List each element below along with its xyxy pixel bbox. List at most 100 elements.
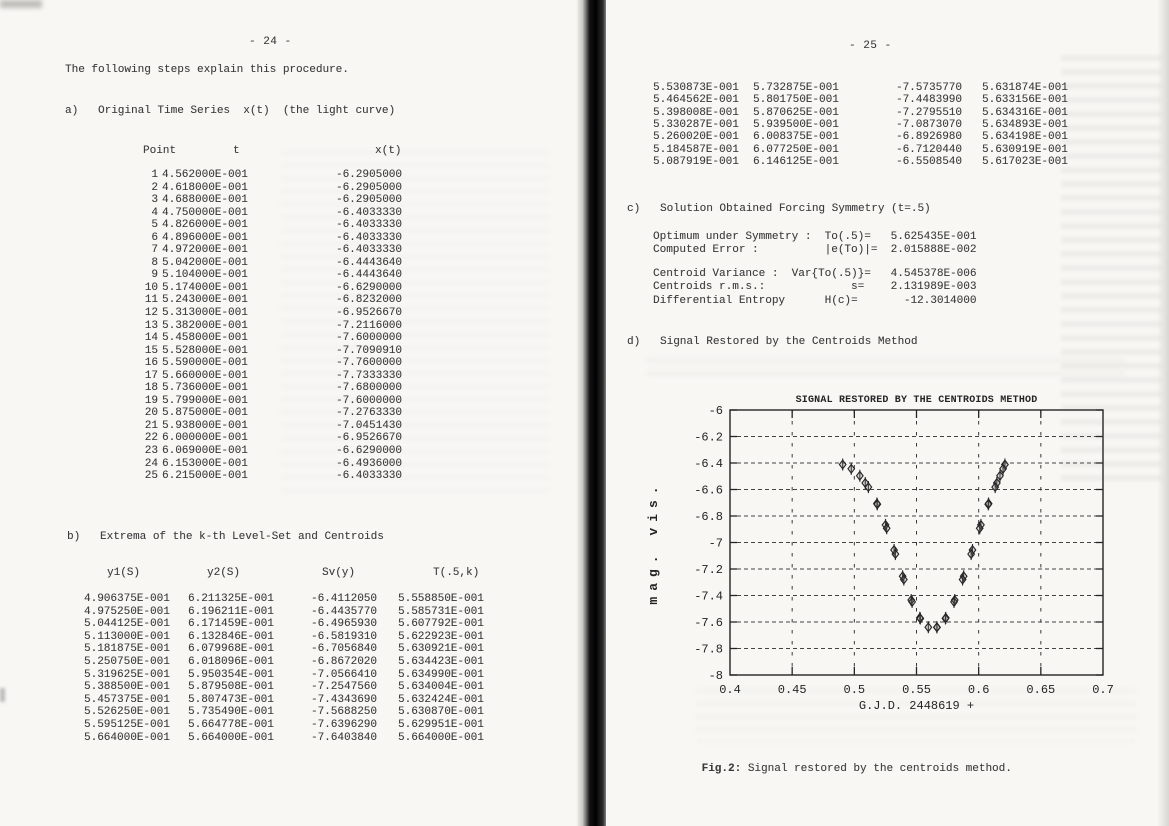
table-cell: 5.330287E-001: [653, 119, 739, 132]
data-point-marker: [899, 574, 908, 585]
table-cell: 2: [151, 181, 158, 194]
table-cell: -7.4483990: [895, 94, 962, 107]
svg-text:-7.8: -7.8: [694, 643, 723, 657]
table-row: 4.975250E-001 6.196211E-001 -6.4435770 5.58…: [84, 606, 498, 619]
data-point-marker: [950, 596, 959, 608]
svg-text:-6: -6: [709, 404, 723, 418]
table-cell: 5.634423E-001: [398, 655, 484, 668]
table-cell: 5.113000E-001: [84, 630, 170, 643]
table-row: 12 5.313000E-001 -6.9526670: [128, 307, 402, 320]
table-row: 14 5.458000E-001 -7.6000000: [128, 332, 402, 345]
table-cell: 5.398008E-001: [653, 106, 739, 119]
table-cell: -7.6403840: [310, 731, 377, 744]
table-cell: 4.688000E-001: [162, 194, 248, 207]
x-axis-label: G.J.D. 2448619 +: [859, 699, 974, 713]
table-cell: -6.4033330: [335, 244, 402, 257]
table-cell: 5.260020E-001: [653, 131, 739, 144]
table-row: 11 5.243000E-001 -6.8232000: [128, 294, 402, 307]
table-row: 16 5.590000E-001 -7.7600000: [128, 357, 402, 370]
y-axis-label: mag. vis.: [646, 480, 661, 604]
table-cell: 20: [144, 407, 158, 420]
data-point-marker: [958, 574, 967, 585]
table-cell: 15: [144, 344, 158, 357]
table-cell: 5.630870E-001: [398, 706, 484, 719]
data-point-marker: [984, 499, 993, 510]
table-cell: 4.906375E-001: [84, 593, 170, 605]
table-cell: 6.196211E-001: [188, 605, 274, 618]
table-b: 4.906375E-001 6.211325E-001 -6.4112050 5.55…: [84, 593, 498, 744]
table-row: 3 4.688000E-001 -6.2905000: [128, 194, 402, 207]
table-b-header-sv: Sv(y): [322, 567, 356, 579]
table-cell: 6.153000E-001: [162, 457, 248, 470]
data-point-marker: [855, 470, 864, 482]
table-cell: 6.000000E-001: [162, 432, 248, 445]
table-cell: 5.664000E-001: [188, 731, 274, 744]
table-cell: -6.8232000: [335, 294, 402, 307]
table-cell: 5.630919E-001: [982, 143, 1068, 156]
table-cell: 6.146125E-001: [753, 156, 839, 169]
table-cell: 5.799000E-001: [162, 394, 248, 407]
table-cell: 5.633156E-001: [982, 94, 1068, 107]
table-cell: 5.875000E-001: [162, 407, 248, 420]
data-point-marker: [864, 481, 873, 493]
ink-bleed-through: [696, 688, 1136, 743]
figure-caption-text: Signal restored by the centroids method.: [741, 763, 1012, 775]
table-cell: 4.618000E-001: [162, 181, 248, 194]
table-cell: 5.104000E-001: [162, 269, 248, 282]
table-cell: 5.664000E-001: [84, 731, 170, 744]
data-point-marker: [995, 470, 1004, 482]
table-cell: -7.7333330: [335, 369, 402, 382]
table-cell: 5.629951E-001: [398, 718, 484, 731]
table-cell: 5.457375E-001: [84, 693, 170, 706]
table-cell: 5.558850E-001: [398, 593, 484, 605]
table-cell: 3: [151, 194, 158, 207]
page-25: - 25 - 5.530873E-001 5.732875E-001 -7.5735…: [606, 0, 1169, 826]
table-row: 5.526250E-001 5.735490E-001 -7.5688250 5.63…: [84, 706, 498, 719]
table-row: 10 5.174000E-001 -6.6290000: [128, 282, 402, 295]
table-row: 5 4.826000E-001 -6.4033330: [128, 219, 402, 232]
table-cell: 24: [144, 457, 158, 470]
table-cell: 5.464562E-001: [653, 94, 739, 107]
table-cell: -7.2763330: [335, 407, 402, 420]
table-cell: 5.622923E-001: [398, 630, 484, 643]
table-cell: 8: [151, 256, 158, 269]
table-row: 5.181875E-001 6.079968E-001 -6.7056840 5.63…: [84, 643, 498, 656]
table-cell: -7.0566410: [310, 668, 377, 681]
table-cell: -6.5819310: [310, 630, 377, 643]
table-row: 22 6.000000E-001 -6.9526670: [128, 432, 402, 445]
table-cell: 6.079968E-001: [188, 643, 274, 656]
table-cell: 5.319625E-001: [84, 668, 170, 681]
table-cell: -7.2116000: [335, 319, 402, 332]
table-cell: 5.313000E-001: [162, 307, 248, 320]
table-cell: 16: [144, 357, 158, 370]
figure-caption: Fig.2: Signal restored by the centroids …: [662, 750, 1012, 789]
table-cell: 5.526250E-001: [84, 706, 170, 719]
table-cell: 1: [151, 169, 158, 181]
table-cell: 5.042000E-001: [162, 256, 248, 269]
data-point-marker: [967, 548, 976, 560]
svg-text:0.5: 0.5: [844, 683, 866, 697]
table-cell: -7.5688250: [310, 706, 377, 719]
table-cell: 5.382000E-001: [162, 319, 248, 332]
table-cell: 12: [144, 307, 158, 320]
data-point-marker: [838, 459, 847, 470]
table-cell: 4.826000E-001: [162, 219, 248, 232]
table-cell: 11: [144, 294, 158, 307]
svg-text:-7.2: -7.2: [694, 563, 723, 577]
ink-bleed-through: [646, 358, 1126, 384]
table-cell: -6.4112050: [310, 593, 377, 605]
table-cell: -7.2547560: [310, 681, 377, 694]
table-cell: 4.972000E-001: [162, 244, 248, 257]
data-point-marker: [916, 613, 925, 624]
table-cell: 5.634004E-001: [398, 681, 484, 694]
table-cell: 5.870625E-001: [753, 106, 839, 119]
svg-text:0.55: 0.55: [902, 683, 931, 697]
table-cell: 4.975250E-001: [84, 605, 170, 618]
data-point-marker: [991, 481, 1000, 493]
table-cell: -7.7600000: [335, 357, 402, 370]
table-cell: -6.4033330: [335, 219, 402, 232]
table-row: 5.260020E-001 6.008375E-001 -6.8926980 5.63…: [653, 131, 1102, 143]
table-cell: -6.5508540: [895, 156, 962, 169]
section-d-title: d) Signal Restored by the Centroids Meth…: [627, 336, 918, 348]
table-row: 5.457375E-001 5.807473E-001 -7.4343690 5.63…: [84, 694, 498, 707]
